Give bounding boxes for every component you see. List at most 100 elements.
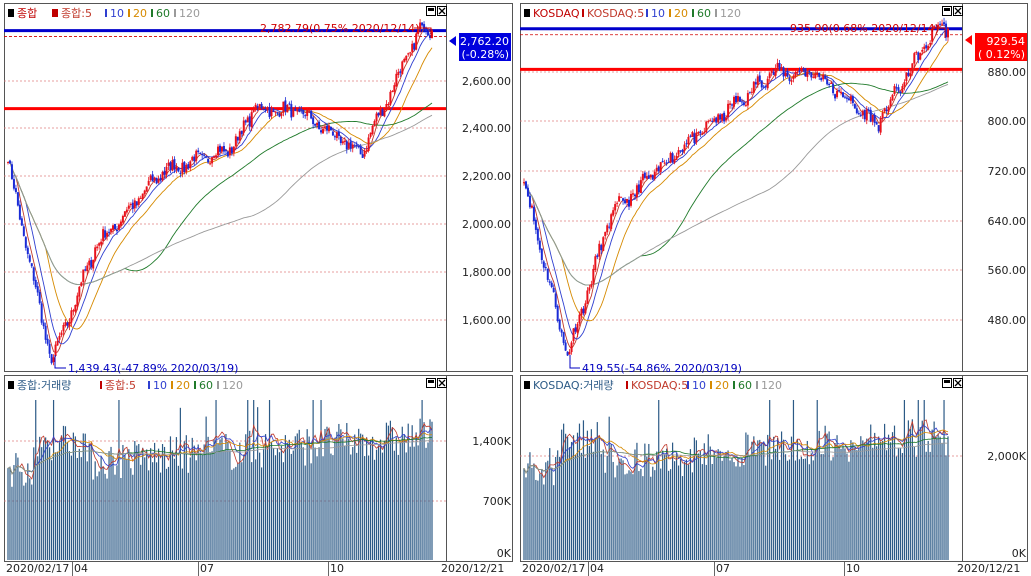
candle-body <box>873 115 876 123</box>
candle-body <box>129 204 132 206</box>
candle <box>86 262 89 276</box>
y-tick-label: 1,600.00 <box>462 314 511 327</box>
volume-bar <box>658 400 660 560</box>
candle-body <box>857 113 860 115</box>
candle <box>752 80 755 94</box>
maximize-icon[interactable] <box>942 6 952 16</box>
volume-bar <box>555 456 557 560</box>
candle-body <box>885 109 888 112</box>
candle-body <box>179 172 182 174</box>
current-price-box <box>459 33 511 61</box>
candle-body <box>602 237 605 251</box>
candle-body <box>790 80 793 82</box>
candle-body <box>322 128 325 134</box>
candle-body <box>943 22 946 25</box>
volume-bar <box>110 446 112 560</box>
volume-bar <box>278 452 281 560</box>
volume-bar <box>777 438 779 560</box>
maximize-icon[interactable] <box>942 378 952 388</box>
candle <box>578 311 581 327</box>
volume-bar <box>237 463 239 560</box>
candle <box>185 163 188 175</box>
candle-body <box>325 125 328 131</box>
candle <box>840 88 843 96</box>
maximize-icon[interactable] <box>426 378 436 388</box>
close-icon[interactable] <box>953 6 963 16</box>
candle <box>175 163 178 174</box>
candle <box>750 87 753 95</box>
candle <box>927 44 930 51</box>
candle <box>925 41 928 51</box>
volume-bar <box>381 452 384 560</box>
candle <box>403 57 406 63</box>
volume-bar <box>747 434 749 560</box>
volume-bar <box>580 452 583 560</box>
candle-body <box>106 232 109 237</box>
close-icon[interactable] <box>437 378 447 388</box>
maximize-icon[interactable] <box>426 6 436 16</box>
candle-body <box>931 28 934 42</box>
candle-body <box>155 177 158 184</box>
candle-body <box>357 145 360 148</box>
candle <box>635 183 638 202</box>
volume-bar <box>719 450 721 560</box>
volume-bar <box>280 445 283 560</box>
volume-bar <box>870 424 872 560</box>
volume-bar <box>146 449 148 560</box>
candle-body <box>814 73 817 79</box>
candle-body <box>240 130 243 135</box>
candle-body <box>530 205 533 208</box>
volume-bar <box>288 439 290 560</box>
volume-bar <box>403 434 405 560</box>
candle <box>242 116 245 136</box>
legend-marker <box>715 9 717 17</box>
high-annotation: 2,782.79(0.75% 2020/12/14) <box>260 22 419 35</box>
candle-body <box>98 243 101 246</box>
volume-bar <box>917 400 919 560</box>
volume-bar <box>812 460 814 560</box>
candle-body <box>669 152 672 163</box>
candle <box>187 161 190 170</box>
volume-bar <box>941 442 943 560</box>
candle-body <box>345 141 348 150</box>
candle <box>155 177 158 185</box>
volume-bar <box>130 468 132 560</box>
candle <box>353 143 356 148</box>
volume-bar <box>393 450 395 560</box>
candle <box>391 90 394 93</box>
close-icon[interactable] <box>953 378 963 388</box>
volume-bar <box>693 437 695 560</box>
candle <box>322 125 325 134</box>
candle <box>622 197 625 205</box>
candle <box>618 192 621 202</box>
candle-body <box>849 96 852 101</box>
candle <box>592 264 595 285</box>
legend-ma10: 10 <box>692 379 706 392</box>
candle <box>921 47 924 56</box>
candle-body <box>695 132 698 143</box>
y-tick-label: 2,200.00 <box>462 170 511 183</box>
candle-body <box>427 31 430 36</box>
volume-bar <box>427 442 429 560</box>
volume-bar <box>608 416 610 560</box>
candle <box>847 96 850 101</box>
candle <box>758 71 761 83</box>
candle-body <box>875 122 878 125</box>
kosdaq-volume-bars <box>523 400 949 560</box>
candle <box>915 50 918 56</box>
close-icon[interactable] <box>437 6 447 16</box>
candle <box>228 143 231 159</box>
volume-bar <box>600 453 602 560</box>
candle <box>628 196 631 211</box>
candle-body <box>415 33 418 50</box>
candle <box>290 100 293 121</box>
volume-bar <box>175 437 178 560</box>
candle-body <box>697 132 700 134</box>
volume-bar <box>45 437 47 560</box>
candle-body <box>526 187 529 197</box>
candle-body <box>185 164 188 173</box>
candle-body <box>532 206 535 222</box>
volume-bar <box>773 436 775 560</box>
candle-body <box>594 256 597 270</box>
volume-bar <box>769 400 771 560</box>
